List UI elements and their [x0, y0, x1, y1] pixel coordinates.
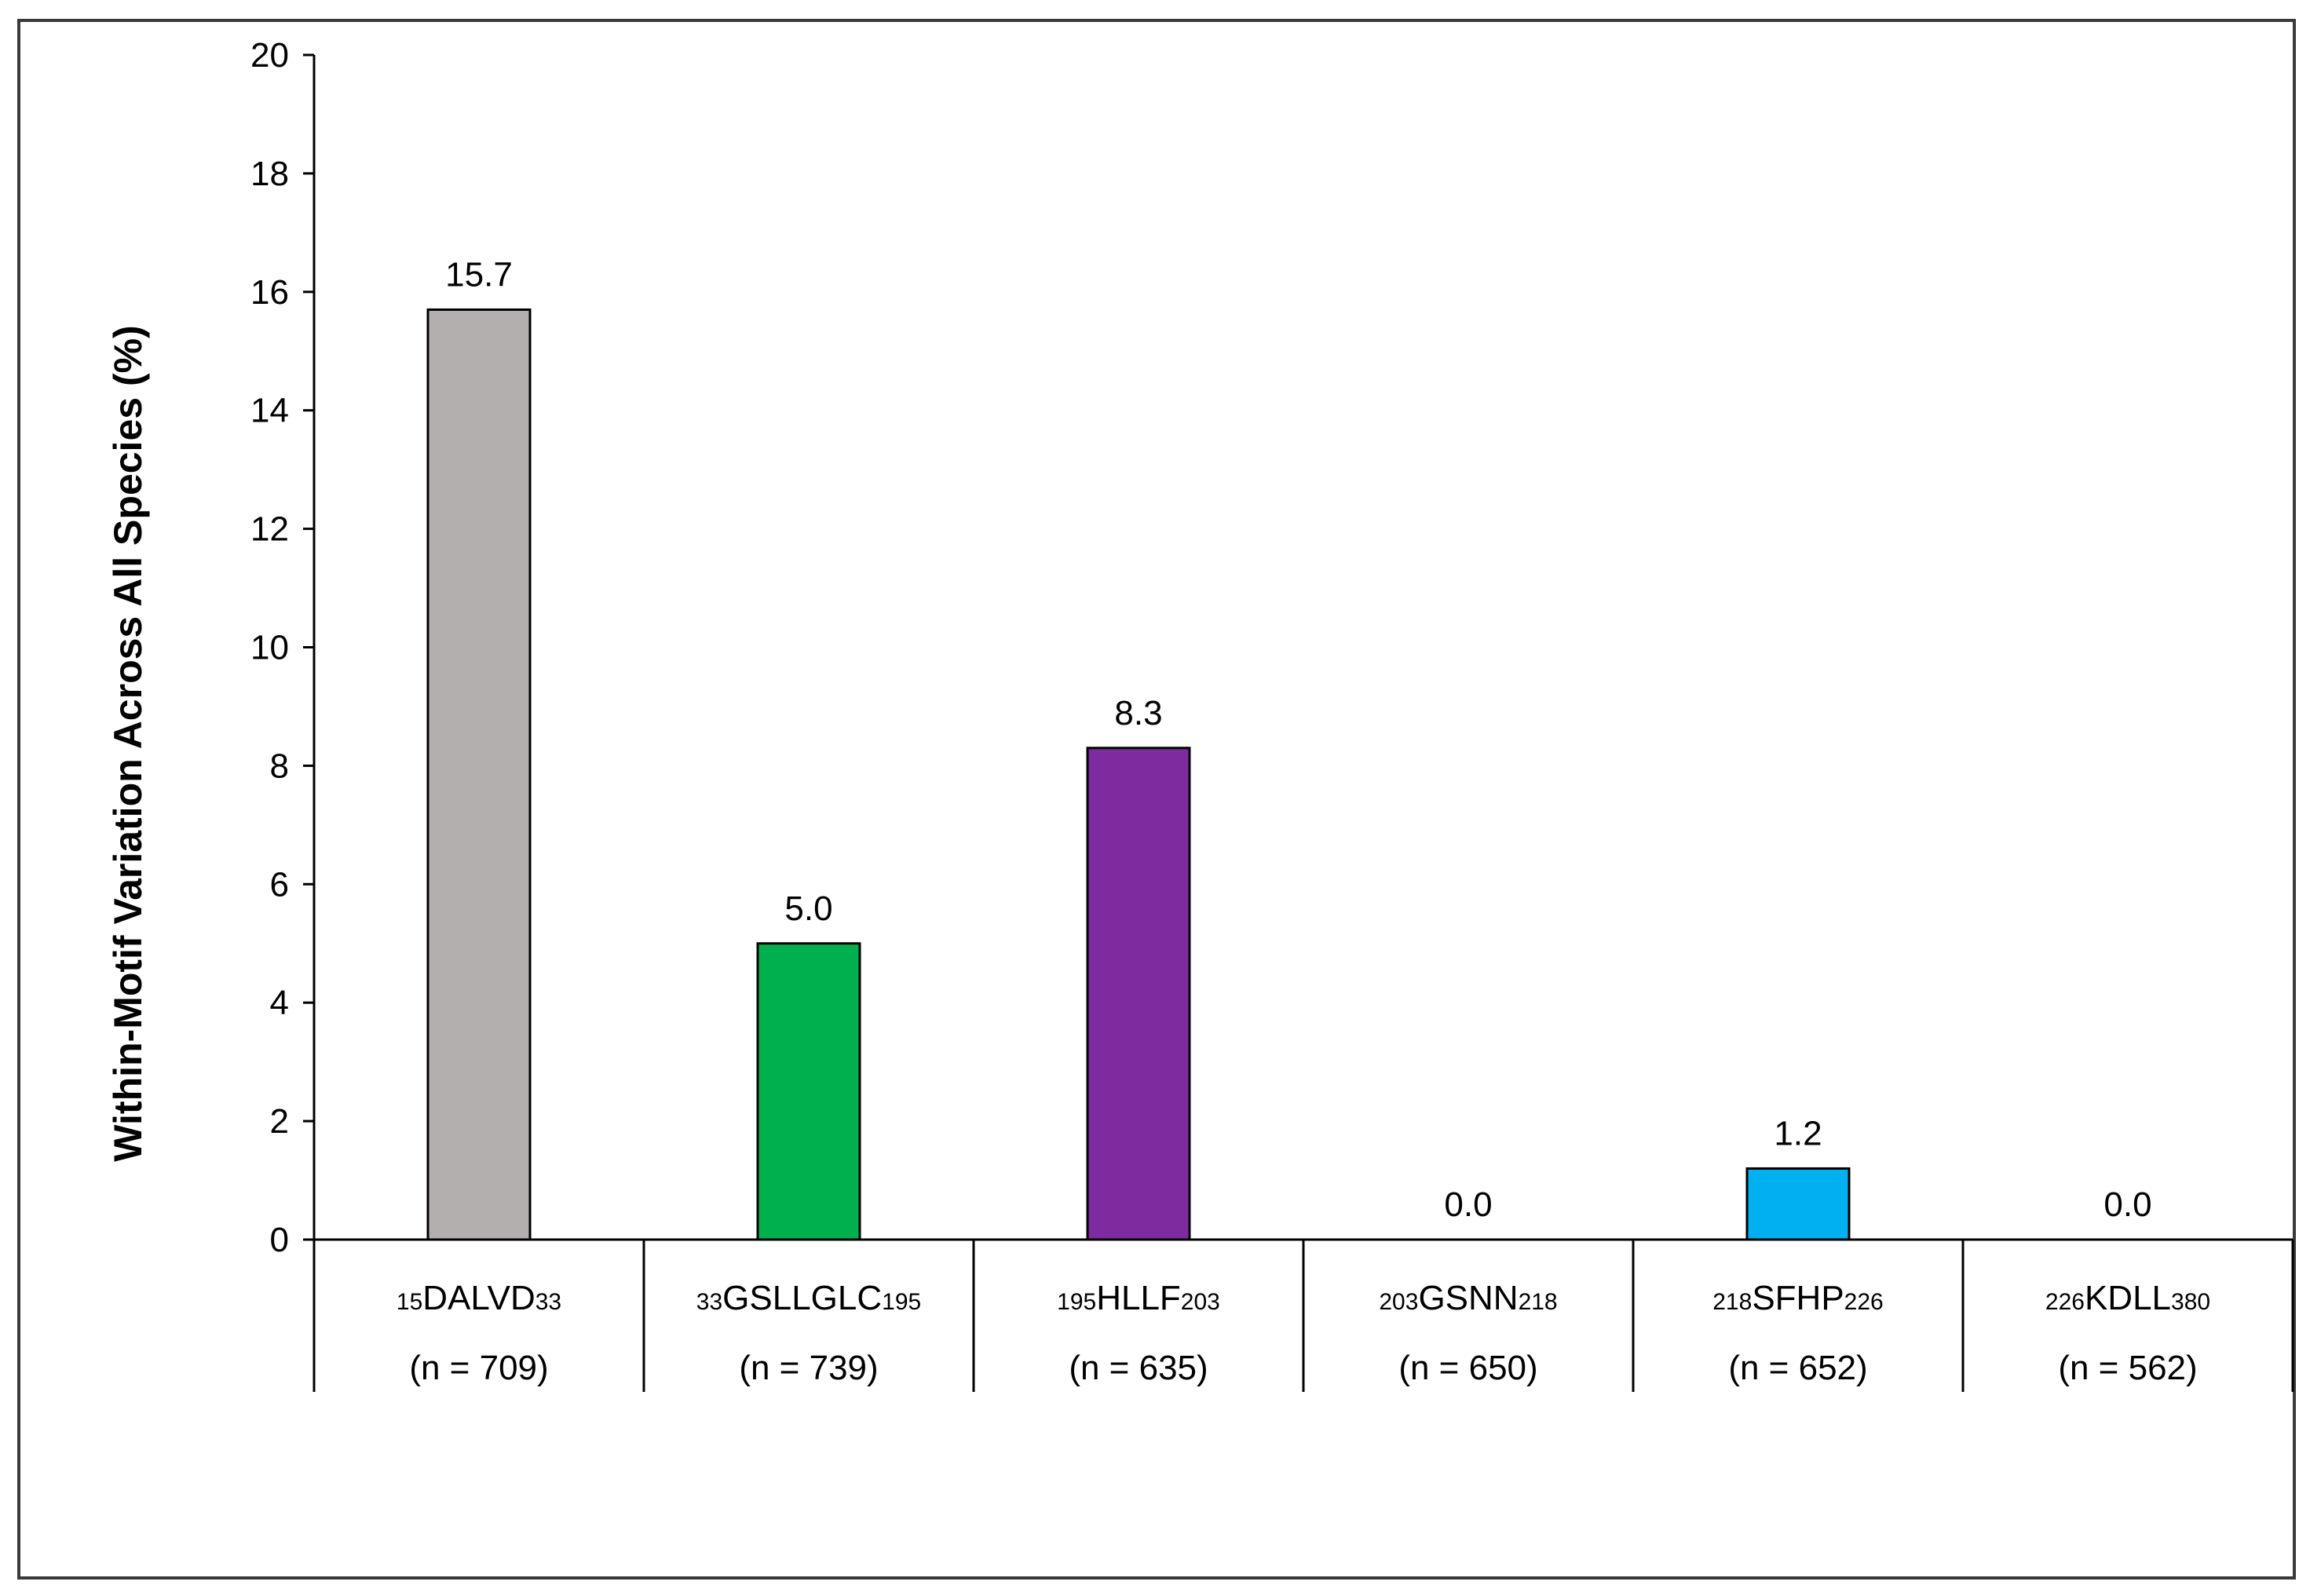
x-axis: 15DALVD33(n = 709)33GSLLGLC195(n = 739)1… — [313, 1238, 2294, 1392]
bar — [756, 942, 861, 1241]
category-label: 226KDLL380 — [2045, 1279, 2210, 1317]
category-label: 203GSNN218 — [1379, 1279, 1557, 1317]
category-label-motif: SFHP — [1752, 1279, 1844, 1317]
bar — [426, 308, 532, 1241]
category-label-end: 380 — [2171, 1289, 2210, 1315]
y-tick-label: 18 — [250, 155, 289, 193]
category-label-end: 33 — [535, 1289, 561, 1315]
data-label: 8.3 — [1114, 694, 1162, 732]
category-label-start: 218 — [1712, 1289, 1752, 1315]
category-label: 15DALVD33 — [397, 1279, 561, 1317]
y-tick-label: 6 — [270, 865, 289, 904]
category-n-label: (n = 635) — [1069, 1349, 1208, 1387]
category-n-label: (n = 562) — [2058, 1349, 2197, 1387]
category-label-end: 195 — [882, 1289, 921, 1315]
category-label-end: 218 — [1519, 1289, 1558, 1315]
category-label-end: 226 — [1844, 1289, 1884, 1315]
category-label-start: 226 — [2045, 1289, 2085, 1315]
category-label: 33GSLLGLC195 — [696, 1279, 921, 1317]
category-n-label: (n = 650) — [1398, 1349, 1537, 1387]
data-label: 0.0 — [2103, 1185, 2151, 1224]
category-n-label: (n = 652) — [1728, 1349, 1867, 1387]
y-tick-label: 4 — [270, 984, 289, 1022]
y-tick-label: 8 — [270, 747, 289, 785]
category-label-start: 33 — [696, 1289, 722, 1315]
y-tick-label: 0 — [270, 1221, 289, 1259]
category-label-motif: GSNN — [1418, 1279, 1518, 1317]
y-tick-label: 16 — [250, 273, 289, 312]
bar — [1745, 1167, 1851, 1241]
y-axis-label: Within-Motif Variation Across All Specie… — [106, 325, 150, 1161]
category-label-motif: DALVD — [422, 1279, 535, 1317]
y-tick-label: 20 — [250, 36, 289, 75]
y-axis: 0 2 4 6 8 10 12 14 16 18 20 — [250, 36, 316, 1259]
data-label: 5.0 — [784, 889, 832, 928]
y-tick-label: 10 — [250, 629, 289, 667]
data-label: 15.7 — [445, 255, 513, 294]
category-label-motif: GSLLGLC — [722, 1279, 882, 1317]
bars: 15.7 5.0 8.3 0.0 1.2 0.0 — [426, 255, 2152, 1241]
category-label-end: 203 — [1181, 1289, 1220, 1315]
category-label: 195HLLF203 — [1057, 1279, 1220, 1317]
category-label-motif: KDLL — [2085, 1279, 2171, 1317]
category-n-label: (n = 709) — [409, 1349, 548, 1387]
y-tick-label: 14 — [250, 392, 289, 430]
bar — [1086, 747, 1191, 1241]
y-tick-label: 2 — [270, 1102, 289, 1141]
category-label-motif: HLLF — [1096, 1279, 1181, 1317]
y-tick-label: 12 — [250, 510, 289, 549]
category-n-label: (n = 739) — [739, 1349, 878, 1387]
category-label-start: 15 — [397, 1289, 422, 1315]
data-label: 0.0 — [1444, 1185, 1492, 1224]
category-label-start: 203 — [1379, 1289, 1418, 1315]
category-label: 218SFHP226 — [1712, 1279, 1883, 1317]
data-label: 1.2 — [1774, 1114, 1822, 1152]
category-label-start: 195 — [1057, 1289, 1096, 1315]
